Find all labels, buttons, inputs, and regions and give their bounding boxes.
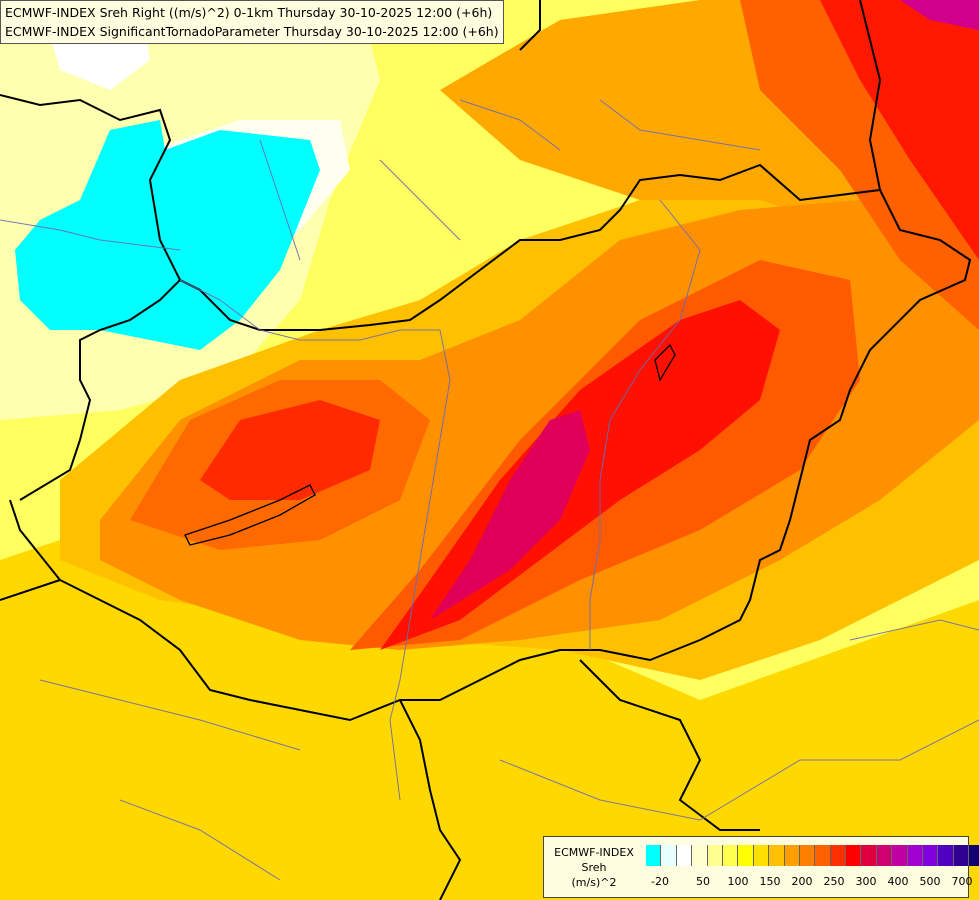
legend-swatch (799, 845, 816, 866)
legend-swatch (861, 845, 877, 866)
legend-swatch (907, 845, 924, 866)
legend-swatch (646, 845, 662, 866)
legend-swatch (738, 845, 754, 866)
legend-tick-label: -20 (651, 875, 669, 888)
legend-swatch (923, 845, 939, 866)
legend-tick-label: 700 (951, 875, 973, 888)
legend-swatch (815, 845, 831, 866)
legend-swatch (661, 845, 677, 866)
legend-tick-label: 50 (696, 875, 710, 888)
legend-swatch (953, 845, 970, 866)
region-lines (0, 99, 979, 881)
border-ne (519, 0, 882, 191)
legend-tick-label: 200 (791, 875, 813, 888)
river-tisza (589, 199, 701, 650)
map-title-box: ECMWF-INDEX Sreh Right ((m/s)^2) 0-1km T… (0, 0, 504, 44)
legend-swatch (830, 845, 847, 866)
legend-swatch (769, 845, 785, 866)
legend-tick-label: 300 (855, 875, 877, 888)
legend-color-bar (646, 845, 979, 866)
lake-balaton (184, 484, 316, 546)
legend-line-2: Sreh (581, 861, 607, 874)
title-line-1: ECMWF-INDEX Sreh Right ((m/s)^2) 0-1km T… (5, 5, 493, 20)
legend-line-1: ECMWF-INDEX (554, 846, 634, 859)
legend-ticks: -20 50 100 150 200 250 300 400 500 700 (646, 875, 972, 889)
legend-tick-label: 500 (919, 875, 941, 888)
peak-magenta-north (900, 0, 979, 30)
cyan-region (15, 120, 320, 350)
border-south (0, 579, 760, 900)
legend-swatch (692, 845, 708, 866)
legend-tick-label: 150 (759, 875, 781, 888)
title-line-2: ECMWF-INDEX SignificantTornadoParameter … (5, 24, 499, 39)
legend-swatch (707, 845, 723, 866)
legend-label: ECMWF-INDEX Sreh (m/s)^2 (548, 845, 640, 890)
legend-swatch (722, 845, 739, 866)
red-west (200, 400, 380, 500)
legend-swatch (676, 845, 693, 866)
legend-tick-label: 400 (887, 875, 909, 888)
legend-swatch (938, 845, 954, 866)
legend-swatch (892, 845, 908, 866)
border-north-2 (19, 279, 181, 501)
river-danube (179, 279, 451, 801)
legend-swatch (784, 845, 800, 866)
peak-magenta (430, 410, 590, 620)
lake-small (654, 343, 676, 382)
legend-tick-label: 250 (823, 875, 845, 888)
color-legend: ECMWF-INDEX Sreh (m/s)^2 -20 50 100 150 200 2… (543, 836, 979, 898)
legend-line-3: (m/s)^2 (571, 876, 617, 889)
red-northeast (820, 0, 979, 260)
legend-swatch (846, 845, 862, 866)
legend-swatch (969, 845, 979, 866)
legend-swatch (753, 845, 770, 866)
legend-swatch (876, 845, 893, 866)
legend-tick-label: 100 (727, 875, 749, 888)
